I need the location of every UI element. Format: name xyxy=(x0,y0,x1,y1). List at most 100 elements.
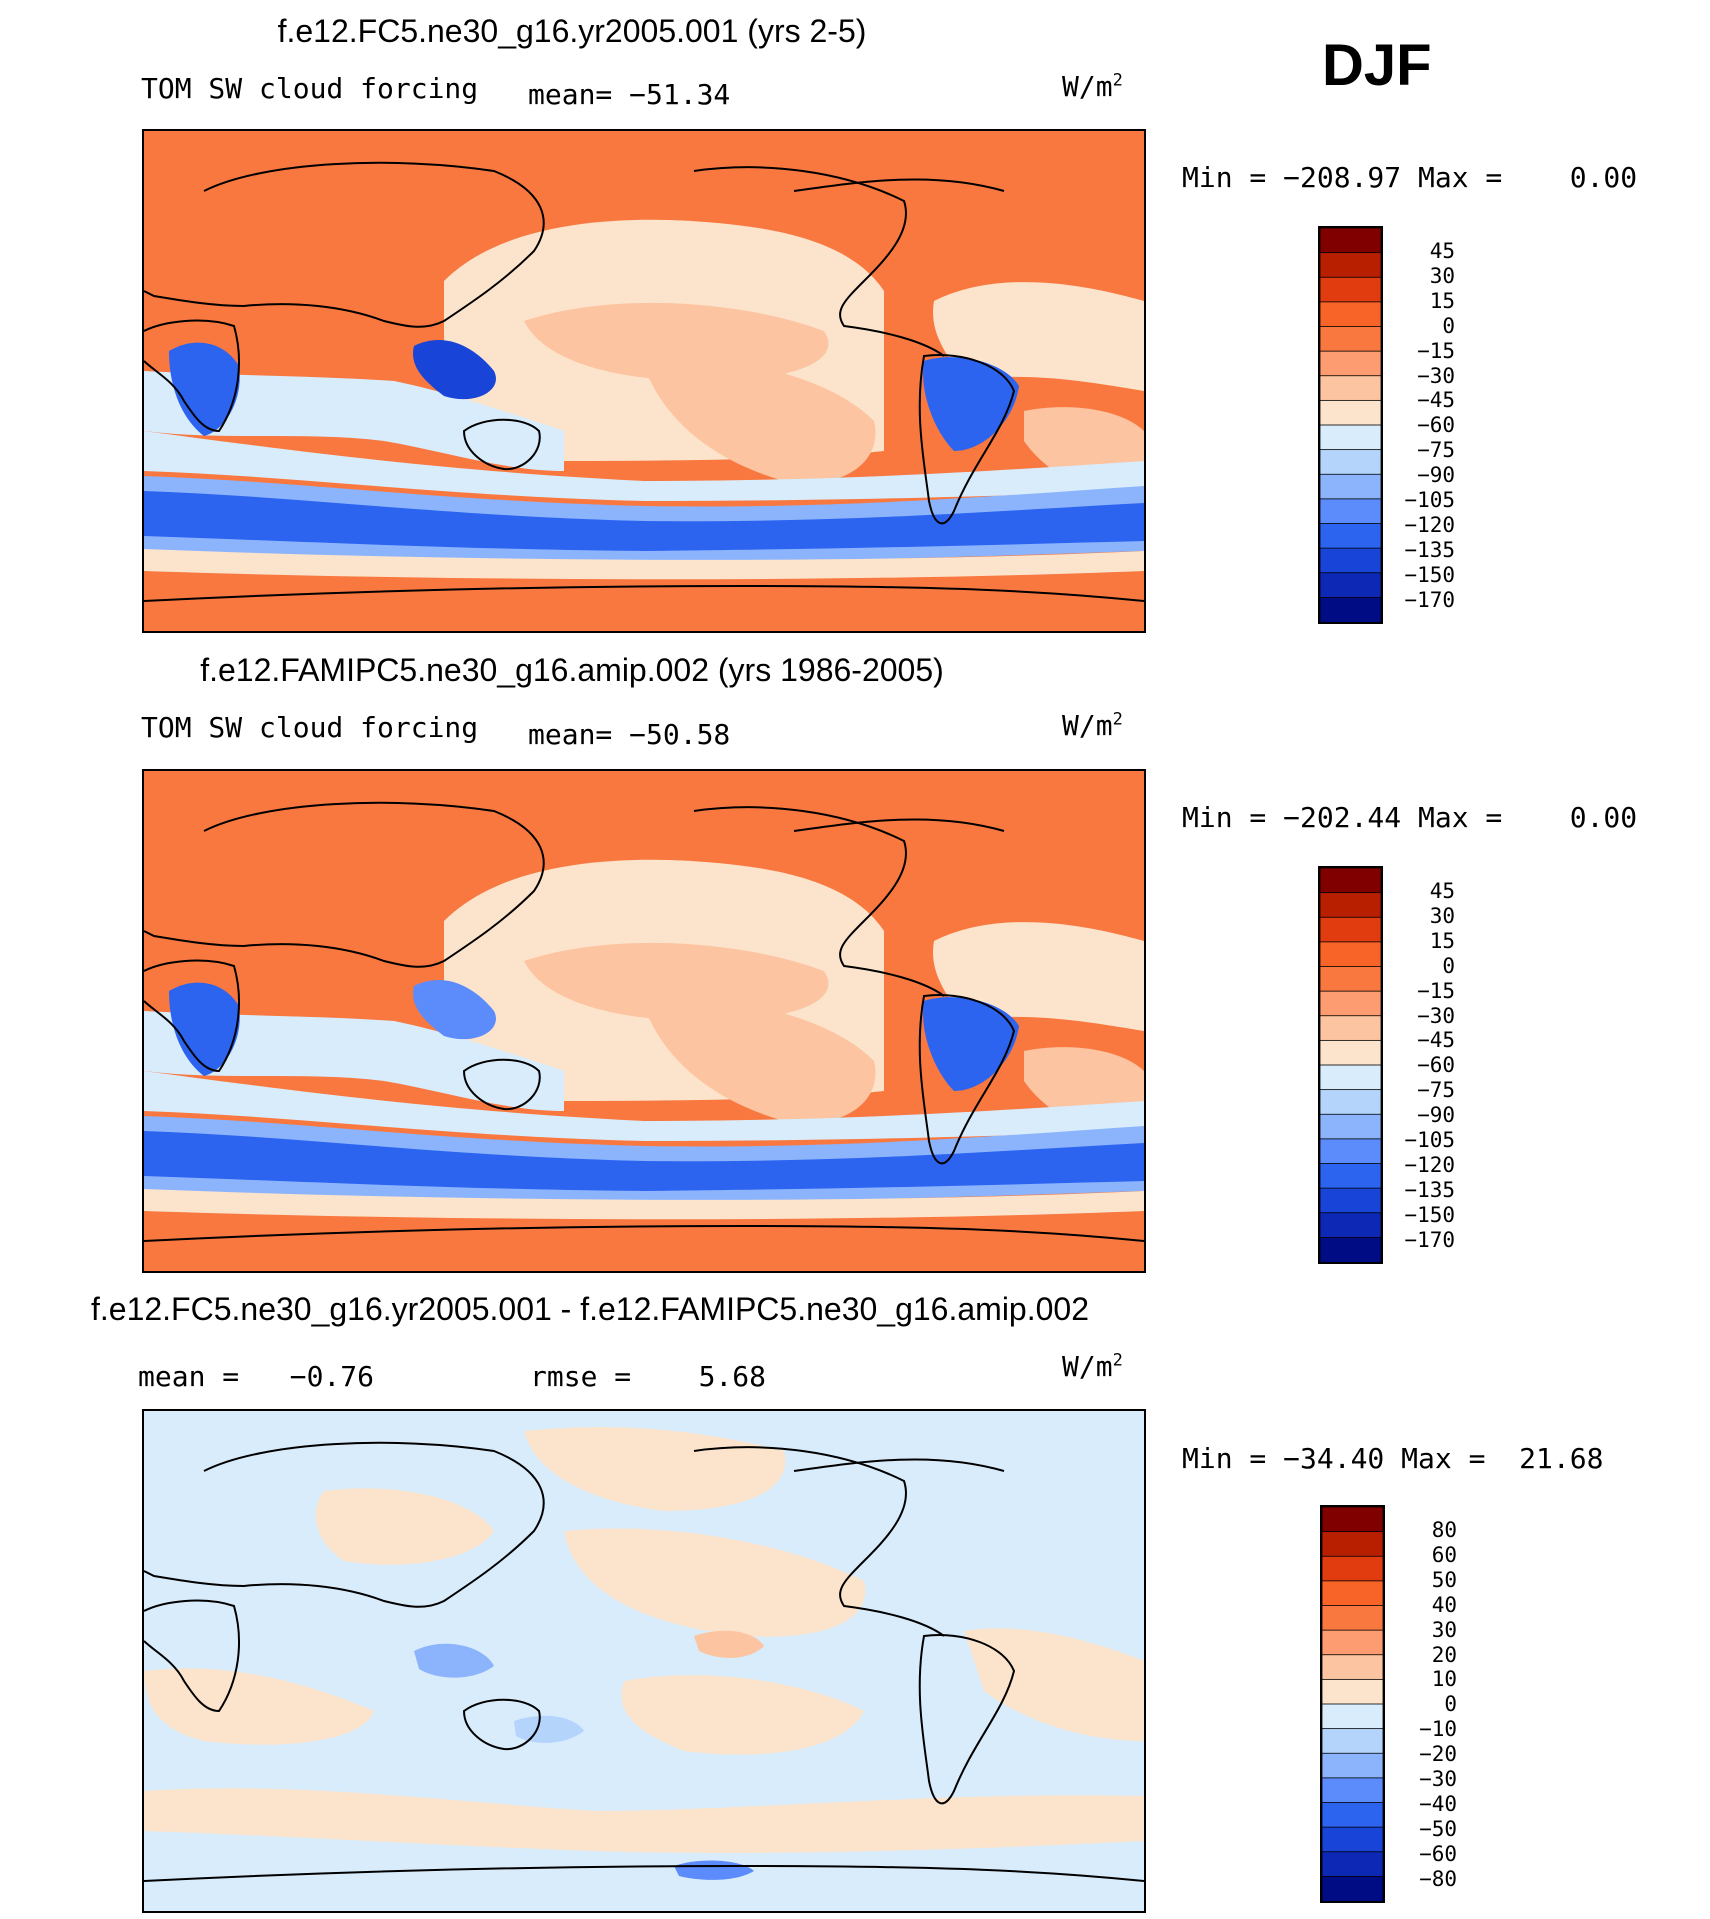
coastlines xyxy=(144,161,1144,602)
colorbar-swatch xyxy=(1321,1605,1384,1632)
colorbar-tick-label: −90 xyxy=(1417,1103,1455,1128)
colorbar-tick-label: −90 xyxy=(1417,463,1455,488)
colorbar-tick-label: 30 xyxy=(1429,903,1455,928)
colorbar-swatch xyxy=(1321,1851,1384,1878)
colorbar-swatch xyxy=(1319,252,1382,279)
colorbar-tick-label: −120 xyxy=(1404,512,1455,537)
colorbar-swatch xyxy=(1319,375,1382,402)
colorbar-tick-label: 30 xyxy=(1431,1617,1457,1642)
colorbar-swatch xyxy=(1321,1580,1384,1607)
colorbar-swatch xyxy=(1321,1752,1384,1779)
colorbar-tick-label: −15 xyxy=(1417,338,1455,363)
diff-cool-maritime xyxy=(414,1643,494,1678)
antarctic-edge-band xyxy=(144,1189,1144,1220)
panel3-colorbar-svg xyxy=(1321,1506,1384,1902)
colorbar-tick-label: −40 xyxy=(1419,1791,1457,1816)
colorbar-swatch xyxy=(1319,1138,1382,1165)
panel1-map-svg xyxy=(144,131,1144,631)
colorbar-tick-label: 50 xyxy=(1431,1567,1457,1592)
south-pacific-subtropics xyxy=(644,1001,876,1123)
colorbar-tick-label: −75 xyxy=(1417,1078,1455,1103)
colorbar-swatch xyxy=(1319,572,1382,599)
colorbar-swatch xyxy=(1319,350,1382,377)
panel2-variable-label: TOM SW cloud forcing xyxy=(141,711,479,744)
colorbar-tick-label: 10 xyxy=(1431,1667,1457,1692)
indian-ocean-band xyxy=(144,371,564,471)
colorbar-tick-label: 45 xyxy=(1429,239,1455,263)
colorbar-tick-label: −60 xyxy=(1417,1053,1455,1078)
diff-warm-patch-central-pacific xyxy=(564,1528,866,1637)
colorbar-swatch xyxy=(1321,1728,1384,1755)
south-pacific-subtropics xyxy=(644,361,876,483)
south-america-convection xyxy=(923,997,1019,1091)
colorbar-tick-label: −30 xyxy=(1419,1767,1457,1792)
colorbar-swatch xyxy=(1321,1555,1384,1582)
panel3-rmse: rmse = 5.68 xyxy=(530,1360,767,1393)
panel3-minmax: Min = −34.40 Max = 21.68 xyxy=(1182,1442,1604,1475)
panel2-map-svg xyxy=(144,771,1144,1271)
colorbar-swatch xyxy=(1321,1826,1384,1853)
colorbar-swatch xyxy=(1319,424,1382,451)
colorbar-tick-label: 45 xyxy=(1429,879,1455,903)
antarctic-edge-band xyxy=(144,549,1144,580)
panel1-variable-label: TOM SW cloud forcing xyxy=(141,72,479,105)
colorbar-swatch xyxy=(1319,301,1382,328)
colorbar-tick-label: −80 xyxy=(1419,1866,1457,1891)
colorbar-swatch xyxy=(1319,867,1382,894)
colorbar-tick-label: 15 xyxy=(1429,928,1455,953)
colorbar-swatch xyxy=(1321,1531,1384,1558)
diff-warm-patch-asia xyxy=(315,1488,494,1565)
diff-warm-patch-indian xyxy=(144,1668,374,1745)
panel1-units: W/m2 xyxy=(1062,70,1123,103)
colorbar-swatch xyxy=(1321,1703,1384,1730)
colorbar-swatch xyxy=(1321,1875,1384,1902)
panel3-colorbar xyxy=(1320,1505,1385,1903)
colorbar-tick-label: −75 xyxy=(1417,438,1455,463)
colorbar-swatch xyxy=(1319,498,1382,525)
colorbar-swatch xyxy=(1319,892,1382,919)
colorbar-tick-label: 0 xyxy=(1442,313,1455,338)
colorbar-tick-label: −10 xyxy=(1419,1717,1457,1742)
north-pacific-stratocumulus xyxy=(524,942,829,1021)
maritime-continent-convection xyxy=(413,980,496,1040)
colorbar-tick-label: −50 xyxy=(1419,1816,1457,1841)
south-america-convection xyxy=(923,357,1019,451)
colorbar-tick-label: −45 xyxy=(1417,388,1455,413)
colorbar-swatch xyxy=(1319,523,1382,550)
colorbar-swatch xyxy=(1319,227,1382,254)
colorbar-tick-label: −20 xyxy=(1419,1742,1457,1767)
colorbar-tick-label: −150 xyxy=(1404,1202,1455,1227)
colorbar-swatch xyxy=(1319,326,1382,353)
africa-convection xyxy=(169,982,240,1076)
colorbar-tick-label: 20 xyxy=(1431,1642,1457,1667)
colorbar-swatch xyxy=(1319,1089,1382,1116)
panel3-title: f.e12.FC5.ne30_g16.yr2005.001 - f.e12.FA… xyxy=(90,1291,1089,1327)
diff-warm-spot xyxy=(694,1630,764,1658)
panel3-units: W/m2 xyxy=(1062,1350,1123,1383)
colorbar-swatch xyxy=(1319,547,1382,574)
colorbar-swatch xyxy=(1319,1064,1382,1091)
panel2-title: f.e12.FAMIPC5.ne30_g16.amip.002 (yrs 198… xyxy=(200,652,944,688)
colorbar-swatch xyxy=(1319,276,1382,303)
colorbar-swatch xyxy=(1319,399,1382,426)
colorbar-tick-label: 60 xyxy=(1431,1542,1457,1567)
colorbar-swatch xyxy=(1321,1678,1384,1705)
diff-warm-band-southern xyxy=(144,1788,1144,1853)
panel1-title: f.e12.FC5.ne30_g16.yr2005.001 (yrs 2-5) xyxy=(277,13,867,49)
colorbar-swatch xyxy=(1319,941,1382,968)
diff-warm-patch-south-pacific xyxy=(621,1675,864,1755)
colorbar-tick-label: −170 xyxy=(1404,587,1455,612)
colorbar-tick-label: −150 xyxy=(1404,562,1455,587)
colorbar-swatch xyxy=(1319,1212,1382,1239)
africa-convection xyxy=(169,342,240,436)
panel3-mean: mean = −0.76 xyxy=(138,1360,375,1393)
panel2-map xyxy=(142,769,1146,1273)
panel2-colorbar-svg xyxy=(1319,867,1382,1263)
colorbar-swatch xyxy=(1321,1777,1384,1804)
diff-warm-patch-atlantic xyxy=(964,1628,1144,1741)
colorbar-swatch xyxy=(1319,990,1382,1017)
colorbar-swatch xyxy=(1319,473,1382,500)
panel2-mean: mean= −50.58 xyxy=(528,718,731,751)
panel2-colorbar-labels: 45 30 15 0 −15 −30 −45 −60 −75 −90 −105 −120 −135 −15… xyxy=(1390,879,1455,1253)
colorbar-swatch xyxy=(1319,1236,1382,1263)
